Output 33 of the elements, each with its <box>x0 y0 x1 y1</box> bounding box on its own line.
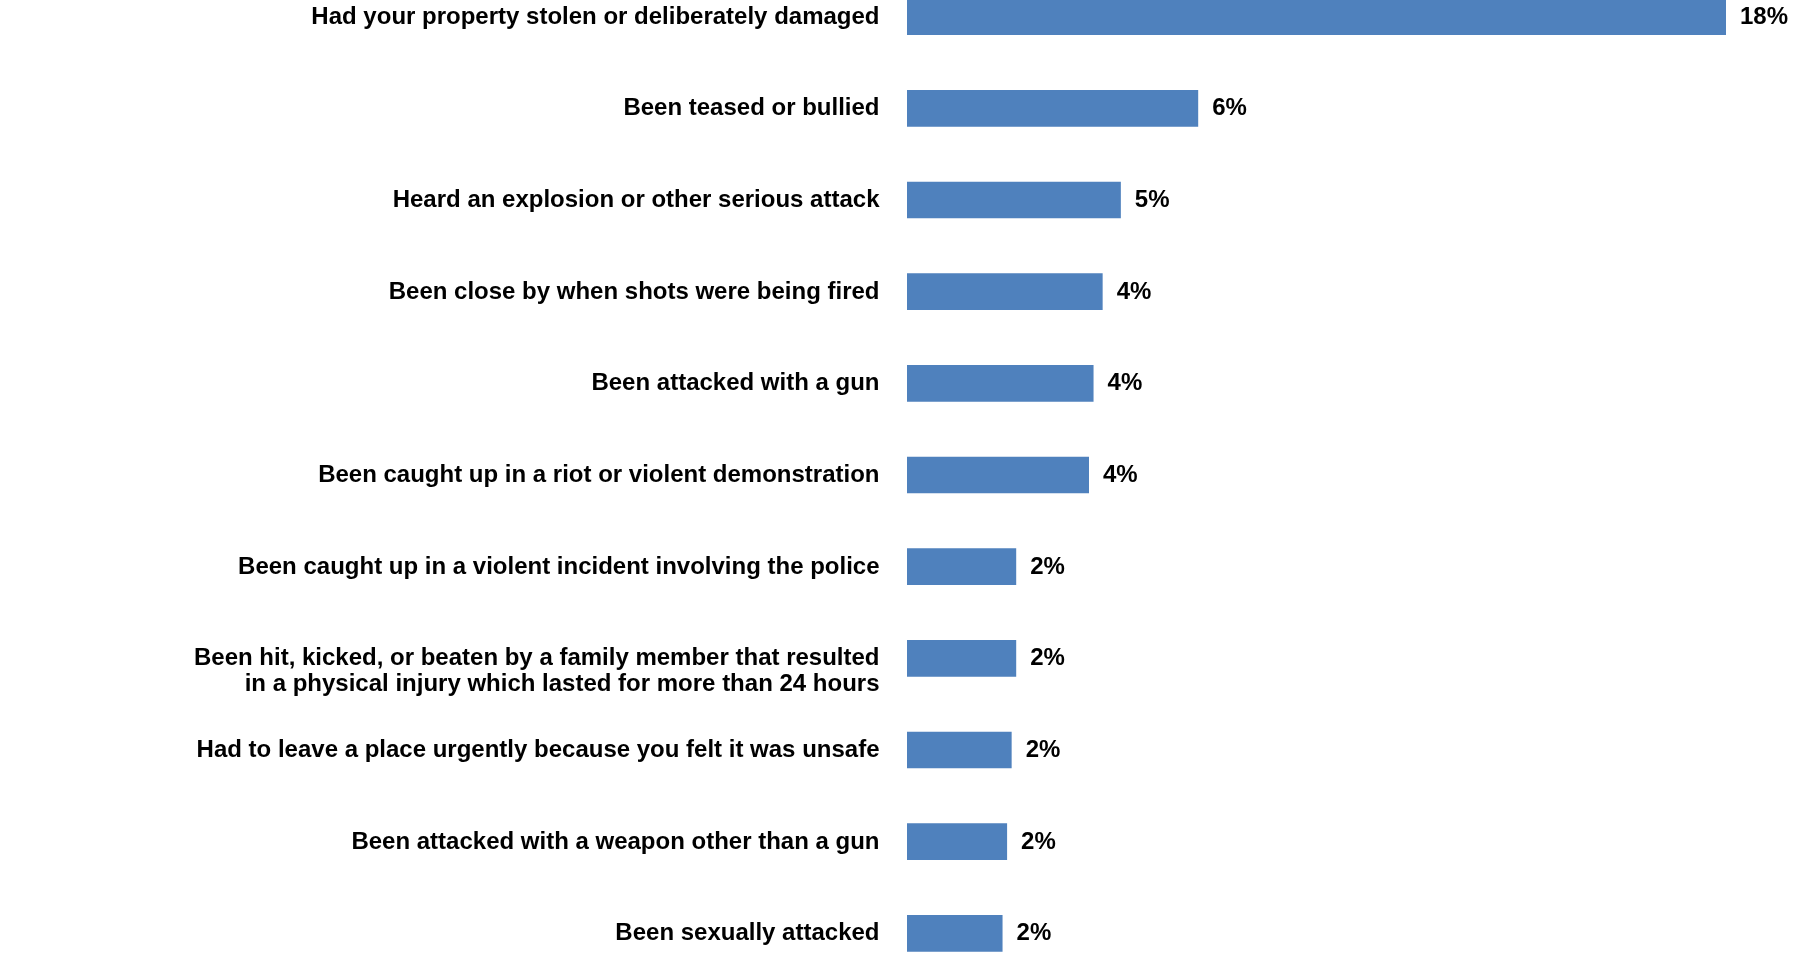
bar <box>907 365 1094 402</box>
y-tick-label: Been caught up in a riot or violent demonstration <box>318 460 880 487</box>
y-tick-label: Been attacked with a gun <box>591 368 880 396</box>
bar <box>907 90 1199 127</box>
bar <box>907 181 1121 219</box>
y-tick-label: Heard an explosion or other serious attack <box>392 185 881 212</box>
y-tick-label: Been sexually attacked <box>615 918 880 946</box>
data-label: 4% <box>1107 368 1143 396</box>
data-label: 5% <box>1134 185 1170 212</box>
bar <box>907 823 1008 860</box>
y-tick-label: Been attacked with a weapon other than a gun <box>351 826 880 854</box>
bar <box>907 548 1017 585</box>
data-label: 2% <box>1016 918 1052 946</box>
data-label: 2% <box>1030 643 1065 671</box>
y-tick-label: Been close by when shots were being fired <box>388 276 880 304</box>
data-label: 4% <box>1116 276 1152 304</box>
data-label: 2% <box>1030 551 1065 579</box>
bar <box>907 731 1012 769</box>
y-tick-label: Had to leave a place urgently because you felt it was unsafe <box>196 735 880 762</box>
y-tick-label: Had your property stolen or deliberately damaged <box>311 1 880 29</box>
bar <box>907 640 1017 677</box>
data-label: 18% <box>1740 1 1789 29</box>
y-tick-label: Been caught up in a violent incident involving the police <box>238 551 880 579</box>
data-label: 6% <box>1212 93 1247 121</box>
y-tick-label: Been teased or bullied <box>623 93 880 121</box>
bar <box>907 0 1726 35</box>
bar <box>907 915 1003 952</box>
data-label: 4% <box>1103 460 1138 487</box>
bar <box>907 456 1089 494</box>
data-label: 2% <box>1025 735 1061 762</box>
data-label: 2% <box>1021 826 1056 854</box>
bar <box>907 273 1103 310</box>
y-tick-label: Been hit, kicked, or beaten by a family member that resulted in a physical injury which lasted for more than 24 hours <box>193 643 880 697</box>
